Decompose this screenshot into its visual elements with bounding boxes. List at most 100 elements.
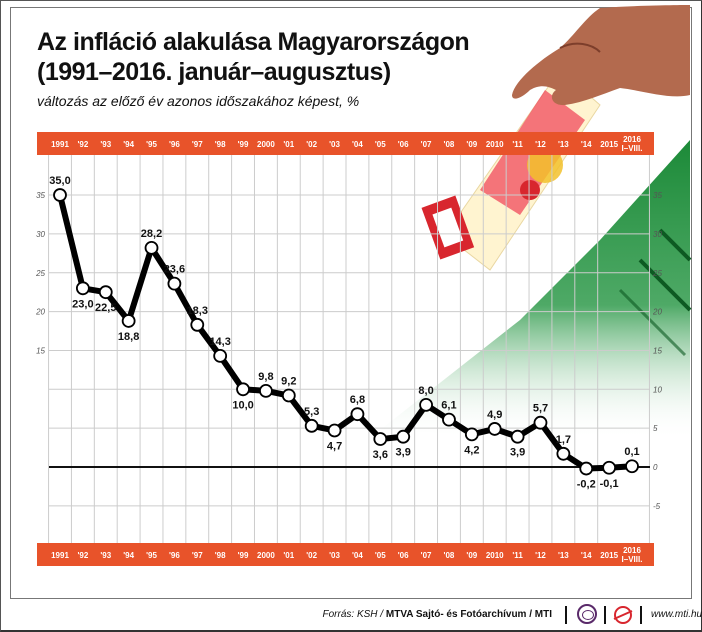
- x-tick-label: '97: [192, 140, 203, 149]
- x-tick-label: 1991: [51, 140, 69, 149]
- data-label: 9,8: [258, 371, 273, 383]
- data-point: [236, 382, 250, 397]
- footer: Forrás: KSH / MTVA Sajtó- és Fotóarchívu…: [0, 600, 702, 630]
- y-tick-right: -5: [653, 502, 661, 511]
- data-label: 18,3: [187, 305, 208, 317]
- x-tick-label: 2010: [486, 140, 504, 149]
- data-label: 5,7: [533, 403, 548, 415]
- x-tick-label: 2016: [623, 135, 641, 144]
- x-tick-label: '14: [581, 140, 592, 149]
- x-tick-label: '92: [77, 551, 88, 560]
- data-point: [304, 418, 319, 433]
- x-tick-label: '97: [192, 551, 203, 560]
- data-label: 4,7: [327, 440, 342, 452]
- data-point: [75, 281, 90, 296]
- x-tick-label: '05: [375, 551, 386, 560]
- data-point: [373, 432, 388, 446]
- x-tick-label: '94: [123, 140, 134, 149]
- data-point: [213, 348, 228, 363]
- x-tick-label: '96: [169, 551, 180, 560]
- data-point: [98, 285, 113, 300]
- x-tick-label: '12: [535, 551, 546, 560]
- website-link[interactable]: www.mti.hu: [651, 609, 702, 620]
- data-point: [533, 415, 548, 430]
- chart-title: Az infláció alakulása Magyarországon (19…: [37, 27, 470, 87]
- y-tick-right: 5: [653, 424, 658, 433]
- data-label: 28,2: [141, 228, 162, 240]
- y-tick-left: 25: [35, 269, 45, 278]
- data-point: [419, 397, 433, 412]
- y-tick-right: 0: [653, 463, 658, 472]
- y-tick-right: 30: [653, 230, 662, 239]
- data-point: [144, 240, 159, 255]
- x-tick-label: '06: [398, 140, 409, 149]
- data-point: [442, 412, 456, 427]
- y-tick-right: 10: [653, 385, 662, 394]
- x-tick-label: '04: [352, 551, 363, 560]
- x-tick-label: '11: [512, 140, 523, 149]
- x-tick-label: '08: [444, 140, 455, 149]
- x-tick-label: 2016: [623, 546, 641, 555]
- x-tick-label: '09: [466, 551, 477, 560]
- data-label: 22,5: [95, 302, 116, 314]
- data-point: [350, 407, 365, 422]
- x-tick-label: 2015: [600, 551, 618, 560]
- data-point: [602, 460, 617, 475]
- x-tick-label: '07: [421, 140, 432, 149]
- y-tick-left: 20: [35, 308, 45, 317]
- data-point: [121, 314, 136, 328]
- data-label: 4,2: [464, 444, 479, 456]
- x-tick-label: '95: [146, 140, 157, 149]
- data-label: -0,1: [600, 478, 619, 490]
- x-axis-band-top: [37, 132, 654, 155]
- data-point: [625, 459, 639, 474]
- data-label: 5,3: [304, 406, 319, 418]
- x-tick-label: '01: [283, 551, 294, 560]
- x-axis-bands: 1991 '92 '93 '94 '95 '96 '97 '98 '99 2000 '01 '02 '0…: [37, 132, 654, 566]
- x-tick-label: I–VIII.: [622, 555, 643, 564]
- x-tick-label: '08: [444, 551, 455, 560]
- hand-icon: [512, 5, 690, 106]
- data-label: 10,0: [232, 399, 253, 411]
- y-tick-right: 35: [653, 191, 662, 200]
- data-point: [281, 388, 296, 403]
- x-tick-label: 2000: [257, 140, 275, 149]
- y-tick-right: 15: [653, 346, 662, 355]
- x-tick-label: '99: [238, 551, 249, 560]
- data-label: 35,0: [49, 175, 70, 187]
- footer-divider: [604, 606, 606, 624]
- x-tick-label: '95: [146, 551, 157, 560]
- data-point: [510, 429, 525, 444]
- x-tick-label: 1991: [51, 551, 69, 560]
- data-point: [396, 429, 411, 444]
- x-tick-label: '07: [421, 551, 432, 560]
- x-tick-label: '98: [215, 140, 226, 149]
- title-line-1: Az infláció alakulása Magyarországon: [37, 28, 470, 56]
- x-tick-label: '96: [169, 140, 180, 149]
- x-tick-label: '04: [352, 140, 363, 149]
- data-point: [327, 423, 342, 438]
- inflation-line-chart: 1991 '92 '93 '94 '95 '96 '97 '98 '99 2000 '01 '02 '0…: [35, 132, 662, 566]
- chart-subtitle: változás az előző év azonos időszakához …: [37, 93, 360, 109]
- x-tick-label: '06: [398, 551, 409, 560]
- inflation-series: 35,0 23,0 22,5 18,8 28,2 23,6 18,3 14,3 10,0 9,8 9…: [49, 175, 639, 491]
- x-tick-label: '03: [329, 140, 340, 149]
- data-label: 6,1: [441, 400, 456, 412]
- source-credit: Forrás: KSH / MTVA Sajtó- és Fotóarchívu…: [323, 609, 552, 620]
- data-point: [53, 188, 67, 202]
- x-tick-label: '14: [581, 551, 592, 560]
- x-tick-label: '05: [375, 140, 386, 149]
- footer-divider: [565, 606, 567, 624]
- x-tick-label: '02: [306, 551, 317, 560]
- mtva-logo-icon: [577, 604, 597, 624]
- x-tick-label: 2015: [600, 140, 618, 149]
- data-label: 9,2: [281, 376, 296, 388]
- data-point: [190, 317, 205, 332]
- data-label: 3,9: [396, 447, 411, 459]
- mti-logo-icon: [613, 606, 633, 624]
- y-tick-left: 30: [36, 230, 45, 239]
- x-tick-label: '09: [466, 140, 477, 149]
- x-tick-label: '13: [558, 140, 569, 149]
- x-tick-label: '94: [123, 551, 134, 560]
- data-label: 23,6: [164, 264, 185, 276]
